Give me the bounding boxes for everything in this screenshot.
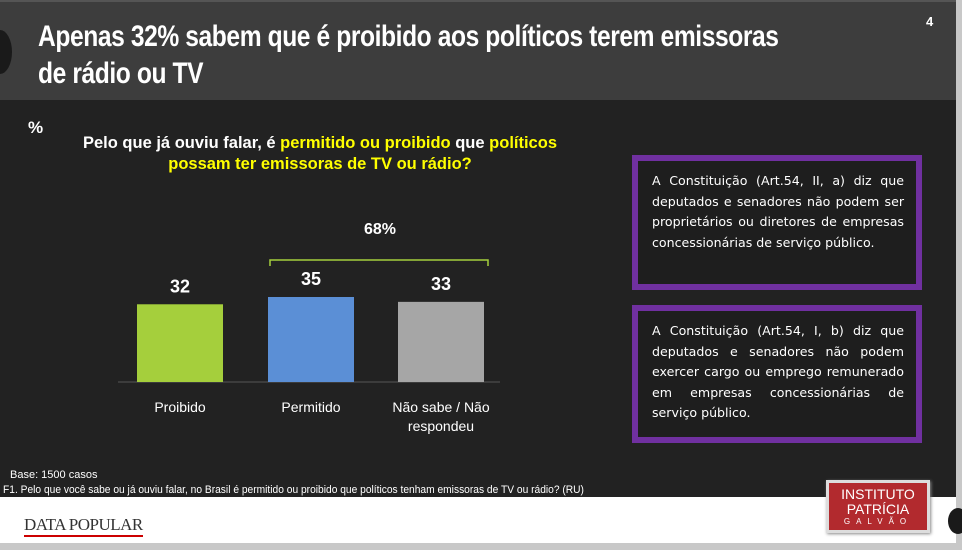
bar: [398, 301, 484, 382]
logo-line: INSTITUTO: [841, 486, 915, 502]
bar-chart: 32 Proibido 35 Permitido 33 Não sabe / Não res…: [118, 221, 500, 434]
decorative-circle: [948, 508, 962, 534]
bracket: [269, 259, 489, 266]
footnote: F1. Pelo que você sabe ou já ouviu falar…: [3, 484, 584, 496]
bar: [137, 304, 223, 382]
question-text: Pelo que já ouviu falar, é: [83, 134, 281, 152]
title-line-2: de rádio ou TV: [38, 57, 204, 90]
category-label: Proibido: [154, 399, 206, 415]
question: Pelo que já ouviu falar, é permitido ou …: [60, 133, 580, 175]
footer: [0, 497, 956, 543]
data-label: 33: [431, 274, 451, 294]
bar: [268, 297, 354, 382]
data-label: 35: [301, 269, 321, 289]
data-popular-logo: DATA POPULAR: [24, 515, 143, 537]
category-label: Não sabe / Não: [392, 399, 489, 415]
unit-label: %: [28, 118, 44, 137]
base-note: Base: 1500 casos: [10, 469, 98, 481]
question-text: que: [450, 134, 490, 152]
logo-line: GALVÃO: [843, 517, 913, 526]
category-label: respondeu: [408, 418, 474, 434]
constitution-note-2: A Constituição (Art.54, I, b) diz que de…: [632, 305, 922, 443]
logo-line: PATRÍCIA: [846, 501, 910, 517]
question-highlight: permitido ou proibido: [280, 134, 451, 152]
data-label: 32: [170, 276, 190, 296]
title-bar: Apenas 32% sabem que é proibido aos polí…: [0, 0, 956, 100]
title-line-1: Apenas 32% sabem que é proibido aos polí…: [38, 20, 779, 53]
question-highlight: políticos possam ter emissoras de TV ou …: [168, 134, 557, 173]
page-number: 4: [926, 14, 934, 29]
bracket-label: 68%: [364, 221, 396, 238]
slide-title: Apenas 32% sabem que é proibido aos polí…: [38, 18, 858, 92]
category-label: Permitido: [281, 399, 340, 415]
constitution-note-1: A Constituição (Art.54, II, a) diz que d…: [632, 155, 922, 290]
decorative-circle: [0, 30, 12, 74]
instituto-patricia-galvao-logo: INSTITUTO PATRÍCIA GALVÃO: [826, 480, 930, 533]
